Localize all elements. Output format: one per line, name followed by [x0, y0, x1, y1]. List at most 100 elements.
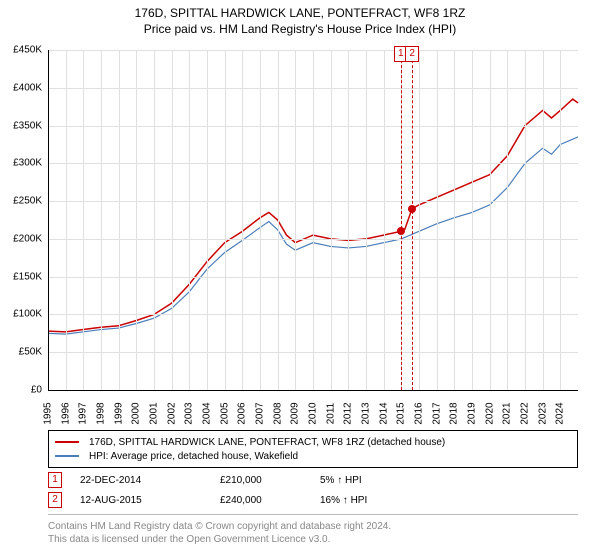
gridline-v: [278, 50, 279, 390]
gridline-v: [454, 50, 455, 390]
sale-date: 12-AUG-2015: [80, 495, 220, 506]
x-tick-label: 2015: [396, 402, 407, 424]
x-tick-label: 2000: [131, 402, 142, 424]
y-tick-label: £250K: [13, 196, 42, 207]
x-tick-label: 2012: [343, 402, 354, 424]
gridline-v: [136, 50, 137, 390]
y-tick-label: £150K: [13, 271, 42, 282]
x-tick-label: 2021: [502, 402, 513, 424]
footer-line1: Contains HM Land Registry data © Crown c…: [48, 520, 578, 533]
sale-pct: 16% ↑ HPI: [320, 495, 420, 506]
gridline-v: [66, 50, 67, 390]
gridline-v: [472, 50, 473, 390]
footer-text: Contains HM Land Registry data © Crown c…: [48, 516, 578, 546]
gridline-v: [419, 50, 420, 390]
x-tick-label: 2023: [537, 402, 548, 424]
gridline-v: [490, 50, 491, 390]
sales-block: 1 22-DEC-2014£210,0005% ↑ HPI 2 12-AUG-2015…: [48, 470, 578, 510]
gridline-v: [543, 50, 544, 390]
marker-vline: [401, 50, 402, 390]
legend-swatch: [55, 441, 79, 443]
gridline-v: [225, 50, 226, 390]
y-tick-label: £350K: [13, 120, 42, 131]
x-tick-label: 2013: [361, 402, 372, 424]
gridline-v: [366, 50, 367, 390]
gridline-v: [83, 50, 84, 390]
x-tick-label: 2017: [431, 402, 442, 424]
x-tick-label: 2019: [467, 402, 478, 424]
x-tick-label: 1995: [43, 402, 54, 424]
legend-swatch: [55, 455, 79, 457]
x-tick-label: 2002: [166, 402, 177, 424]
gridline-v: [348, 50, 349, 390]
marker-dot: [408, 205, 416, 213]
footer-line2: This data is licensed under the Open Gov…: [48, 533, 578, 546]
gridline-v: [384, 50, 385, 390]
x-tick-label: 1999: [113, 402, 124, 424]
x-tick-label: 1997: [78, 402, 89, 424]
sale-price: £210,000: [220, 475, 320, 486]
x-tick-label: 2008: [272, 402, 283, 424]
sale-row: 2 12-AUG-2015£240,00016% ↑ HPI: [48, 490, 578, 510]
y-tick-label: £400K: [13, 82, 42, 93]
sale-row: 1 22-DEC-2014£210,0005% ↑ HPI: [48, 470, 578, 490]
gridline-v: [154, 50, 155, 390]
gridline-v: [189, 50, 190, 390]
gridline-v: [313, 50, 314, 390]
y-tick-label: £450K: [13, 45, 42, 56]
gridline-v: [260, 50, 261, 390]
x-tick-label: 2022: [520, 402, 531, 424]
gridline-v: [507, 50, 508, 390]
gridline-v: [172, 50, 173, 390]
x-tick-label: 2001: [149, 402, 160, 424]
legend-row: HPI: Average price, detached house, Wake…: [55, 449, 571, 463]
x-tick-label: 2009: [290, 402, 301, 424]
gridline-v: [437, 50, 438, 390]
x-tick-label: 2004: [202, 402, 213, 424]
chart-plot-area: £0£50K£100K£150K£200K£250K£300K£350K£400…: [48, 50, 578, 390]
x-tick-label: 2007: [255, 402, 266, 424]
gridline-v: [295, 50, 296, 390]
sale-date: 22-DEC-2014: [80, 475, 220, 486]
legend-row: 176D, SPITTAL HARDWICK LANE, PONTEFRACT,…: [55, 435, 571, 449]
x-tick-label: 2003: [184, 402, 195, 424]
gridline-v: [119, 50, 120, 390]
marker-vline: [412, 50, 413, 390]
x-tick-label: 2006: [237, 402, 248, 424]
x-tick-label: 2020: [484, 402, 495, 424]
gridline-v: [560, 50, 561, 390]
gridline-v: [207, 50, 208, 390]
x-tick-label: 1996: [60, 402, 71, 424]
gridline-v: [101, 50, 102, 390]
chart-title: 176D, SPITTAL HARDWICK LANE, PONTEFRACT,…: [0, 6, 600, 20]
sale-number: 2: [48, 492, 62, 508]
x-tick-label: 2014: [378, 402, 389, 424]
x-tick-label: 2018: [449, 402, 460, 424]
x-tick-label: 2011: [325, 403, 336, 425]
legend-label: 176D, SPITTAL HARDWICK LANE, PONTEFRACT,…: [89, 437, 445, 448]
x-axis-line: [48, 390, 578, 391]
marker-dot: [397, 227, 405, 235]
y-tick-label: £100K: [13, 309, 42, 320]
x-tick-label: 1998: [96, 402, 107, 424]
x-tick-label: 2005: [219, 402, 230, 424]
y-tick-label: £300K: [13, 158, 42, 169]
sale-pct: 5% ↑ HPI: [320, 475, 420, 486]
y-axis-line: [48, 50, 49, 390]
marker-number: 2: [405, 46, 419, 62]
y-tick-label: £0: [31, 385, 42, 396]
gridline-v: [525, 50, 526, 390]
x-tick-label: 2010: [308, 402, 319, 424]
legend-box: 176D, SPITTAL HARDWICK LANE, PONTEFRACT,…: [48, 430, 578, 468]
gridline-v: [242, 50, 243, 390]
y-tick-label: £200K: [13, 233, 42, 244]
sale-price: £240,000: [220, 495, 320, 506]
gridline-v: [331, 50, 332, 390]
footer-divider: [48, 514, 578, 515]
legend-label: HPI: Average price, detached house, Wake…: [89, 451, 298, 462]
chart-subtitle: Price paid vs. HM Land Registry's House …: [0, 22, 600, 36]
x-tick-label: 2024: [555, 402, 566, 424]
y-tick-label: £50K: [19, 347, 42, 358]
x-tick-label: 2016: [414, 402, 425, 424]
sale-number: 1: [48, 472, 62, 488]
